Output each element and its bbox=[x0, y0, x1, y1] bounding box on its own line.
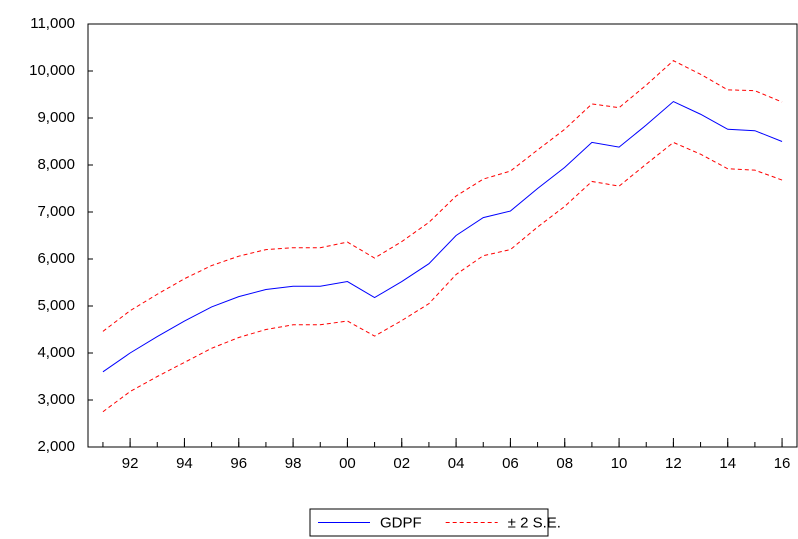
x-tick-label: 96 bbox=[230, 455, 247, 472]
y-tick-label: 3,000 bbox=[37, 391, 75, 408]
x-tick-label: 92 bbox=[122, 455, 139, 472]
x-tick-label: 08 bbox=[556, 455, 573, 472]
x-tick-label: 12 bbox=[665, 455, 682, 472]
x-tick-label: 04 bbox=[448, 455, 465, 472]
x-tick-label: 16 bbox=[774, 455, 791, 472]
y-tick-label: 10,000 bbox=[29, 62, 75, 79]
x-tick-label: 10 bbox=[611, 455, 628, 472]
x-tick-label: 06 bbox=[502, 455, 519, 472]
band-lower bbox=[102, 141, 783, 413]
band-upper bbox=[102, 60, 783, 332]
plot-frame bbox=[87, 23, 798, 448]
y-tick-label: 6,000 bbox=[37, 250, 75, 267]
y-tick-label: 8,000 bbox=[37, 156, 75, 173]
x-tick-label: 00 bbox=[339, 455, 356, 472]
y-tick-label: 9,000 bbox=[37, 109, 75, 126]
y-tick-label: 7,000 bbox=[37, 203, 75, 220]
x-tick-label: 98 bbox=[285, 455, 302, 472]
x-tick-label: 94 bbox=[176, 455, 193, 472]
legend-label: GDPF bbox=[380, 514, 422, 531]
y-tick-label: 11,000 bbox=[30, 15, 75, 32]
y-tick-label: 5,000 bbox=[37, 297, 75, 314]
series-line bbox=[102, 100, 783, 373]
x-tick-label: 14 bbox=[719, 455, 736, 472]
x-tick-label: 02 bbox=[393, 455, 410, 472]
legend-label: ± 2 S.E. bbox=[508, 514, 561, 531]
y-tick-label: 4,000 bbox=[37, 344, 75, 361]
y-tick-label: 2,000 bbox=[37, 438, 75, 455]
